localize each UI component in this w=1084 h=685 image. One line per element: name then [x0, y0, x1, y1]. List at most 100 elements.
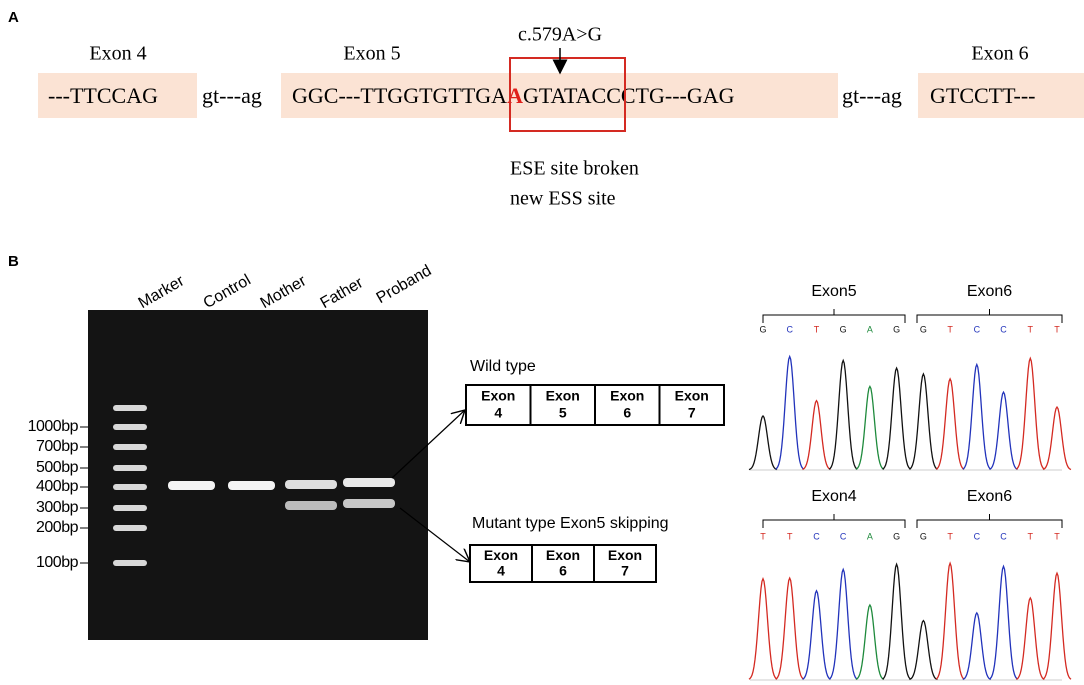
- exon-name: Exon: [610, 388, 644, 404]
- exon-number: 6: [623, 405, 631, 421]
- size-label: 1000bp: [28, 418, 79, 435]
- base-call: G: [920, 531, 927, 541]
- trace-peak: [1015, 356, 1045, 470]
- base-call: A: [867, 531, 873, 541]
- base-call: C: [813, 531, 820, 541]
- region-label: Exon6: [967, 488, 1012, 505]
- note: ESE site broken: [510, 158, 639, 180]
- lane-label: Mother: [258, 272, 310, 312]
- size-label: 200bp: [36, 519, 79, 536]
- sequence: GGC---TTGGTGTTGAAGTATACCCTG---GAG: [292, 83, 735, 108]
- base-call: T: [814, 324, 820, 334]
- trace-peak: [909, 372, 938, 470]
- trace-peak: [935, 377, 965, 470]
- base-call: A: [867, 324, 873, 334]
- intron: gt---ag: [842, 83, 902, 108]
- base-call: C: [840, 531, 847, 541]
- trace-peak: [775, 576, 805, 680]
- base-call: T: [1054, 324, 1060, 334]
- gel-band: [343, 478, 395, 487]
- gel-band: [228, 481, 275, 490]
- base-call: C: [1000, 531, 1007, 541]
- sequence: ---TTCCAG: [48, 83, 158, 108]
- mutated-base: A: [507, 83, 523, 108]
- trace-peak: [748, 577, 778, 680]
- gel-band: [285, 501, 337, 510]
- sequence: GTATACCCTG---GAG: [523, 83, 735, 108]
- base-call: C: [1000, 324, 1007, 334]
- exon-name: Exon: [608, 547, 642, 563]
- base-call: G: [920, 324, 927, 334]
- base-call: T: [1028, 324, 1034, 334]
- sequence: GGC---TTGGTGTTGA: [292, 83, 507, 108]
- chromatograms: Exon5 Exon6 G C T G A G G T C C T T Exon4 Exon6 T T C C A G G T…: [748, 283, 1072, 681]
- exon-name: Exon: [481, 388, 515, 404]
- base-call: G: [893, 531, 900, 541]
- exon-box: [465, 384, 532, 426]
- exon-number: 6: [559, 562, 567, 578]
- gel-content: [113, 405, 395, 566]
- base-call: G: [840, 324, 847, 334]
- exon-box: [38, 73, 197, 118]
- variant-label: c.579A>G: [518, 24, 602, 46]
- exon-box: [281, 73, 838, 118]
- exon-name: Exon: [484, 547, 518, 563]
- note: new ESS site: [510, 188, 616, 210]
- exon-box: [918, 73, 1084, 118]
- trace-peak: [962, 611, 992, 681]
- base-call: T: [787, 531, 793, 541]
- exon-label: Exon 6: [971, 43, 1028, 65]
- mutation-box: [509, 57, 626, 132]
- exon-name: Exon: [675, 388, 709, 404]
- intron: gt---ag: [202, 83, 262, 108]
- construct-title: Mutant type Exon5 skipping: [472, 515, 669, 532]
- gel-band: [168, 481, 215, 490]
- exon-label: Exon 4: [89, 43, 146, 65]
- trace-peak: [935, 561, 965, 680]
- trace-peak: [748, 414, 778, 471]
- exon-box: [529, 384, 596, 426]
- size-label: 400bp: [36, 478, 79, 495]
- exon-number: 4: [497, 562, 505, 578]
- panel-label: A: [8, 9, 19, 26]
- region-label: Exon6: [967, 283, 1012, 300]
- lane-label: Marker: [136, 272, 188, 312]
- base-call: T: [947, 324, 953, 334]
- exon-number: 4: [494, 405, 502, 421]
- construct-title: Wild type: [470, 358, 536, 375]
- ladder-band: [113, 444, 147, 450]
- base-call: G: [759, 324, 766, 334]
- ladder-band: [113, 465, 147, 471]
- exon-label: Exon 5: [343, 43, 400, 65]
- sequence: GTCCTT---: [930, 83, 1036, 108]
- size-label: 700bp: [36, 438, 79, 455]
- trace-peak: [855, 603, 885, 680]
- size-label: 300bp: [36, 499, 79, 516]
- panel-label: B: [8, 253, 19, 270]
- exon-box: [593, 544, 657, 583]
- trace-peak: [1042, 405, 1072, 471]
- base-call: T: [947, 531, 953, 541]
- ladder-band: [113, 525, 147, 531]
- ladder-band: [113, 424, 147, 430]
- exon-box: [658, 384, 725, 426]
- trace-peak: [828, 358, 858, 470]
- arrow: [391, 410, 465, 479]
- exon-number: 7: [621, 562, 629, 578]
- base-call: T: [1054, 531, 1060, 541]
- lane-label: Proband: [374, 262, 435, 307]
- base-call: G: [893, 324, 900, 334]
- trace-peak: [1042, 571, 1072, 680]
- exon-name: Exon: [546, 547, 580, 563]
- trace-peak: [1015, 596, 1045, 680]
- exon-box: [594, 384, 661, 426]
- size-label: 500bp: [36, 459, 79, 476]
- trace-peak: [962, 362, 992, 470]
- lane-label: Father: [318, 274, 367, 312]
- trace-peak: [882, 562, 912, 680]
- trace-peak: [989, 390, 1018, 470]
- bracket: [916, 514, 1063, 528]
- region-label: Exon4: [811, 488, 856, 505]
- exon-number: 7: [688, 405, 696, 421]
